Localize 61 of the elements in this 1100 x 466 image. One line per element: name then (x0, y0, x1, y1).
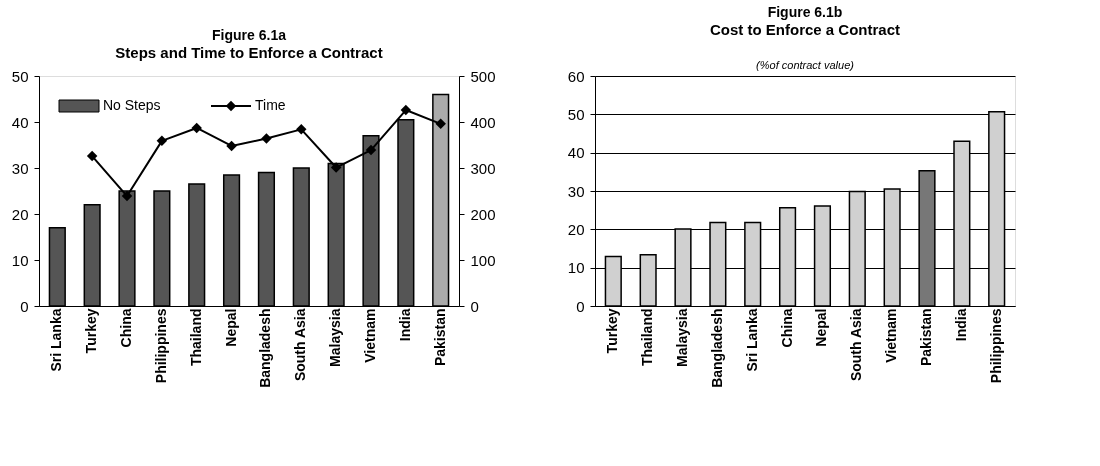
point (365, 144, 377, 156)
point (121, 190, 133, 202)
x-tick-label: Thailand (639, 308, 656, 367)
y-tick-label: 0 (20, 297, 29, 315)
x-tick-label: Bangladesh (708, 308, 725, 388)
x-tick-label: Vietnam (361, 308, 378, 363)
x-tick-label: China (118, 308, 135, 348)
x-tick-label: Sri Lanka (48, 308, 65, 372)
point (296, 124, 307, 135)
chart-title: Figure 6.1a (212, 27, 287, 43)
y-tick-label: 0 (576, 297, 585, 315)
y2-tick-label: 0 (470, 297, 479, 315)
text: (%of contract value) (756, 59, 855, 71)
x-tick-label: China (778, 308, 795, 348)
y2-tick-label: 100 (470, 251, 496, 269)
y2-tick-label: 200 (470, 205, 496, 223)
y2-tick-label: 500 (470, 67, 496, 85)
x-tick-label: Sri Lanka (743, 308, 760, 372)
y-tick-label: 10 (11, 251, 29, 269)
x-tick-label: Pakistan (917, 308, 934, 367)
y-tick-label: 50 (11, 67, 29, 85)
legend-label: Time (255, 97, 286, 113)
y-tick-label: 60 (567, 67, 585, 85)
point (156, 135, 168, 147)
x-tick-label: South Asia (292, 308, 309, 382)
chart-title: Figure 6.1b (767, 4, 843, 20)
x-tick-label: Malaysia (674, 308, 691, 367)
y2-tick-label: 400 (470, 113, 496, 131)
y-tick-label: 30 (567, 182, 585, 200)
x-tick-label: Thailand (187, 308, 204, 367)
x-tick-label: Turkey (83, 308, 100, 354)
y-tick-label: 20 (11, 205, 29, 223)
chart-subtitle: Cost to Enforce a Contract (709, 21, 901, 38)
point (226, 140, 237, 152)
x-tick-label: Pakistan (431, 308, 448, 367)
x-tick-label: Turkey (604, 308, 621, 354)
x-tick-label: Nepal (222, 308, 239, 347)
x-tick-label: Malaysia (327, 308, 344, 367)
x-tick-label: India (952, 308, 969, 342)
point (330, 162, 342, 173)
x-tick-label: South Asia (848, 308, 865, 382)
x-tick-label: Philippines (987, 308, 1004, 384)
point (191, 122, 202, 134)
x-tick-label: Nepal (813, 308, 830, 347)
x-tick-label: India (396, 308, 413, 342)
point (86, 150, 98, 162)
y-tick-label: 50 (567, 105, 585, 123)
x-tick-label: Vietnam (883, 308, 900, 363)
y-tick-label: 20 (567, 220, 585, 238)
y-tick-label: 40 (567, 144, 585, 162)
y-tick-label: 10 (567, 259, 585, 277)
y2-tick-label: 300 (470, 159, 496, 177)
x-tick-label: Bangladesh (257, 308, 274, 388)
chart-subtitle: Steps and Time to Enforce a Contract (115, 44, 383, 61)
y-tick-label: 40 (11, 113, 29, 131)
y-tick-label: 30 (11, 159, 29, 177)
point (435, 118, 446, 130)
x-tick-label: Philippines (152, 308, 169, 384)
point (400, 104, 412, 116)
point (261, 133, 272, 144)
legend-label: No Steps (103, 97, 161, 113)
